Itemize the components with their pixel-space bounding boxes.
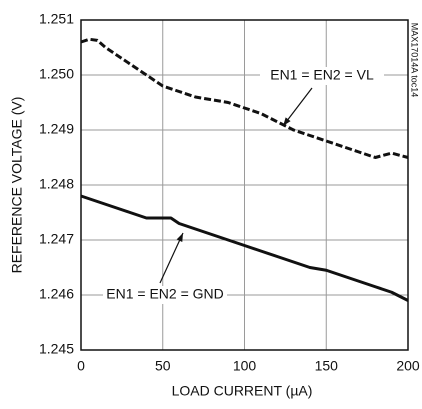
x-axis-label: LOAD CURRENT (µA) <box>172 383 313 399</box>
label-backdrop <box>103 286 227 304</box>
x-tick-label: 0 <box>77 358 85 374</box>
x-tick-label: 100 <box>233 358 257 374</box>
y-tick-label: 1.246 <box>39 286 74 302</box>
series-label: EN1 = EN2 = GND <box>106 286 224 302</box>
y-tick-label: 1.248 <box>39 176 74 192</box>
y-tick-label: 1.250 <box>39 66 74 82</box>
arrow-head <box>283 117 291 126</box>
y-tick-label: 1.249 <box>39 121 74 137</box>
y-tick-label: 1.247 <box>39 231 74 247</box>
y-tick-label: 1.251 <box>39 11 74 27</box>
arrow-shaft <box>159 232 184 284</box>
plot-frame <box>80 19 409 351</box>
side-note: MAX17014A toc14 <box>410 23 420 98</box>
x-tick-label: 50 <box>155 358 171 374</box>
series-label: EN1 = EN2 = VL <box>270 67 374 83</box>
x-tick-label: 200 <box>396 358 420 374</box>
y-tick-label: 1.245 <box>39 341 74 357</box>
x-tick-label: 150 <box>315 358 339 374</box>
series-line <box>80 194 409 302</box>
label-backdrop <box>260 67 384 85</box>
series-line <box>80 37 409 159</box>
arrow-head <box>176 233 183 242</box>
y-axis-label: REFERENCE VOLTAGE (V) <box>9 97 25 274</box>
